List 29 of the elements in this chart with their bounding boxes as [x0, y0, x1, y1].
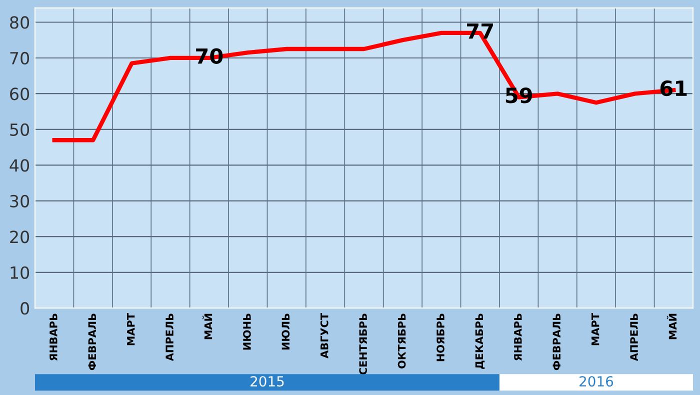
y-tick-label: 60 — [10, 88, 30, 100]
y-tick-label: 50 — [10, 123, 30, 136]
x-tick-label: МАРТ — [127, 313, 135, 346]
x-tick-label: АПРЕЛЬ — [166, 314, 174, 362]
y-tick-label: 80 — [10, 16, 30, 29]
x-tick-label: МАЙ — [666, 314, 677, 340]
x-tick-label: ОКТЯБРЬ — [398, 314, 406, 368]
data-label: 61 — [660, 80, 687, 96]
x-tick-label: ДЕКАБРЬ — [475, 314, 485, 369]
text: 2016 — [580, 376, 614, 387]
x-tick-label: ИЮНЬ — [243, 314, 251, 350]
y-tick-label: 0 — [20, 302, 30, 315]
text: 2015 — [250, 376, 284, 387]
x-tick-label: ЯНВАРЬ — [514, 314, 522, 361]
y-tick-label: 20 — [10, 230, 30, 244]
x-tick-label: МАРТ — [592, 313, 600, 346]
x-tick-label: МАЙ — [202, 314, 212, 340]
x-tick-label: АВГУСТ — [320, 313, 328, 358]
y-tick-label: 40 — [10, 159, 30, 172]
y-tick-label: 30 — [10, 194, 30, 208]
x-tick-label: ИЮЛЬ — [282, 314, 290, 350]
y-tick-label: 10 — [10, 266, 30, 279]
x-tick-label: АПРЕЛЬ — [630, 314, 638, 362]
x-tick-label: НОЯБРЬ — [436, 314, 444, 362]
x-tick-label: СЕНТЯБРЬ — [359, 314, 368, 375]
x-tick-label: ФЕВРАЛЬ — [552, 314, 560, 370]
x-tick-label: ЯНВАРЬ — [50, 314, 58, 361]
y-tick-label: 70 — [10, 52, 30, 64]
x-tick-label: ФЕВРАЛЬ — [88, 314, 96, 370]
